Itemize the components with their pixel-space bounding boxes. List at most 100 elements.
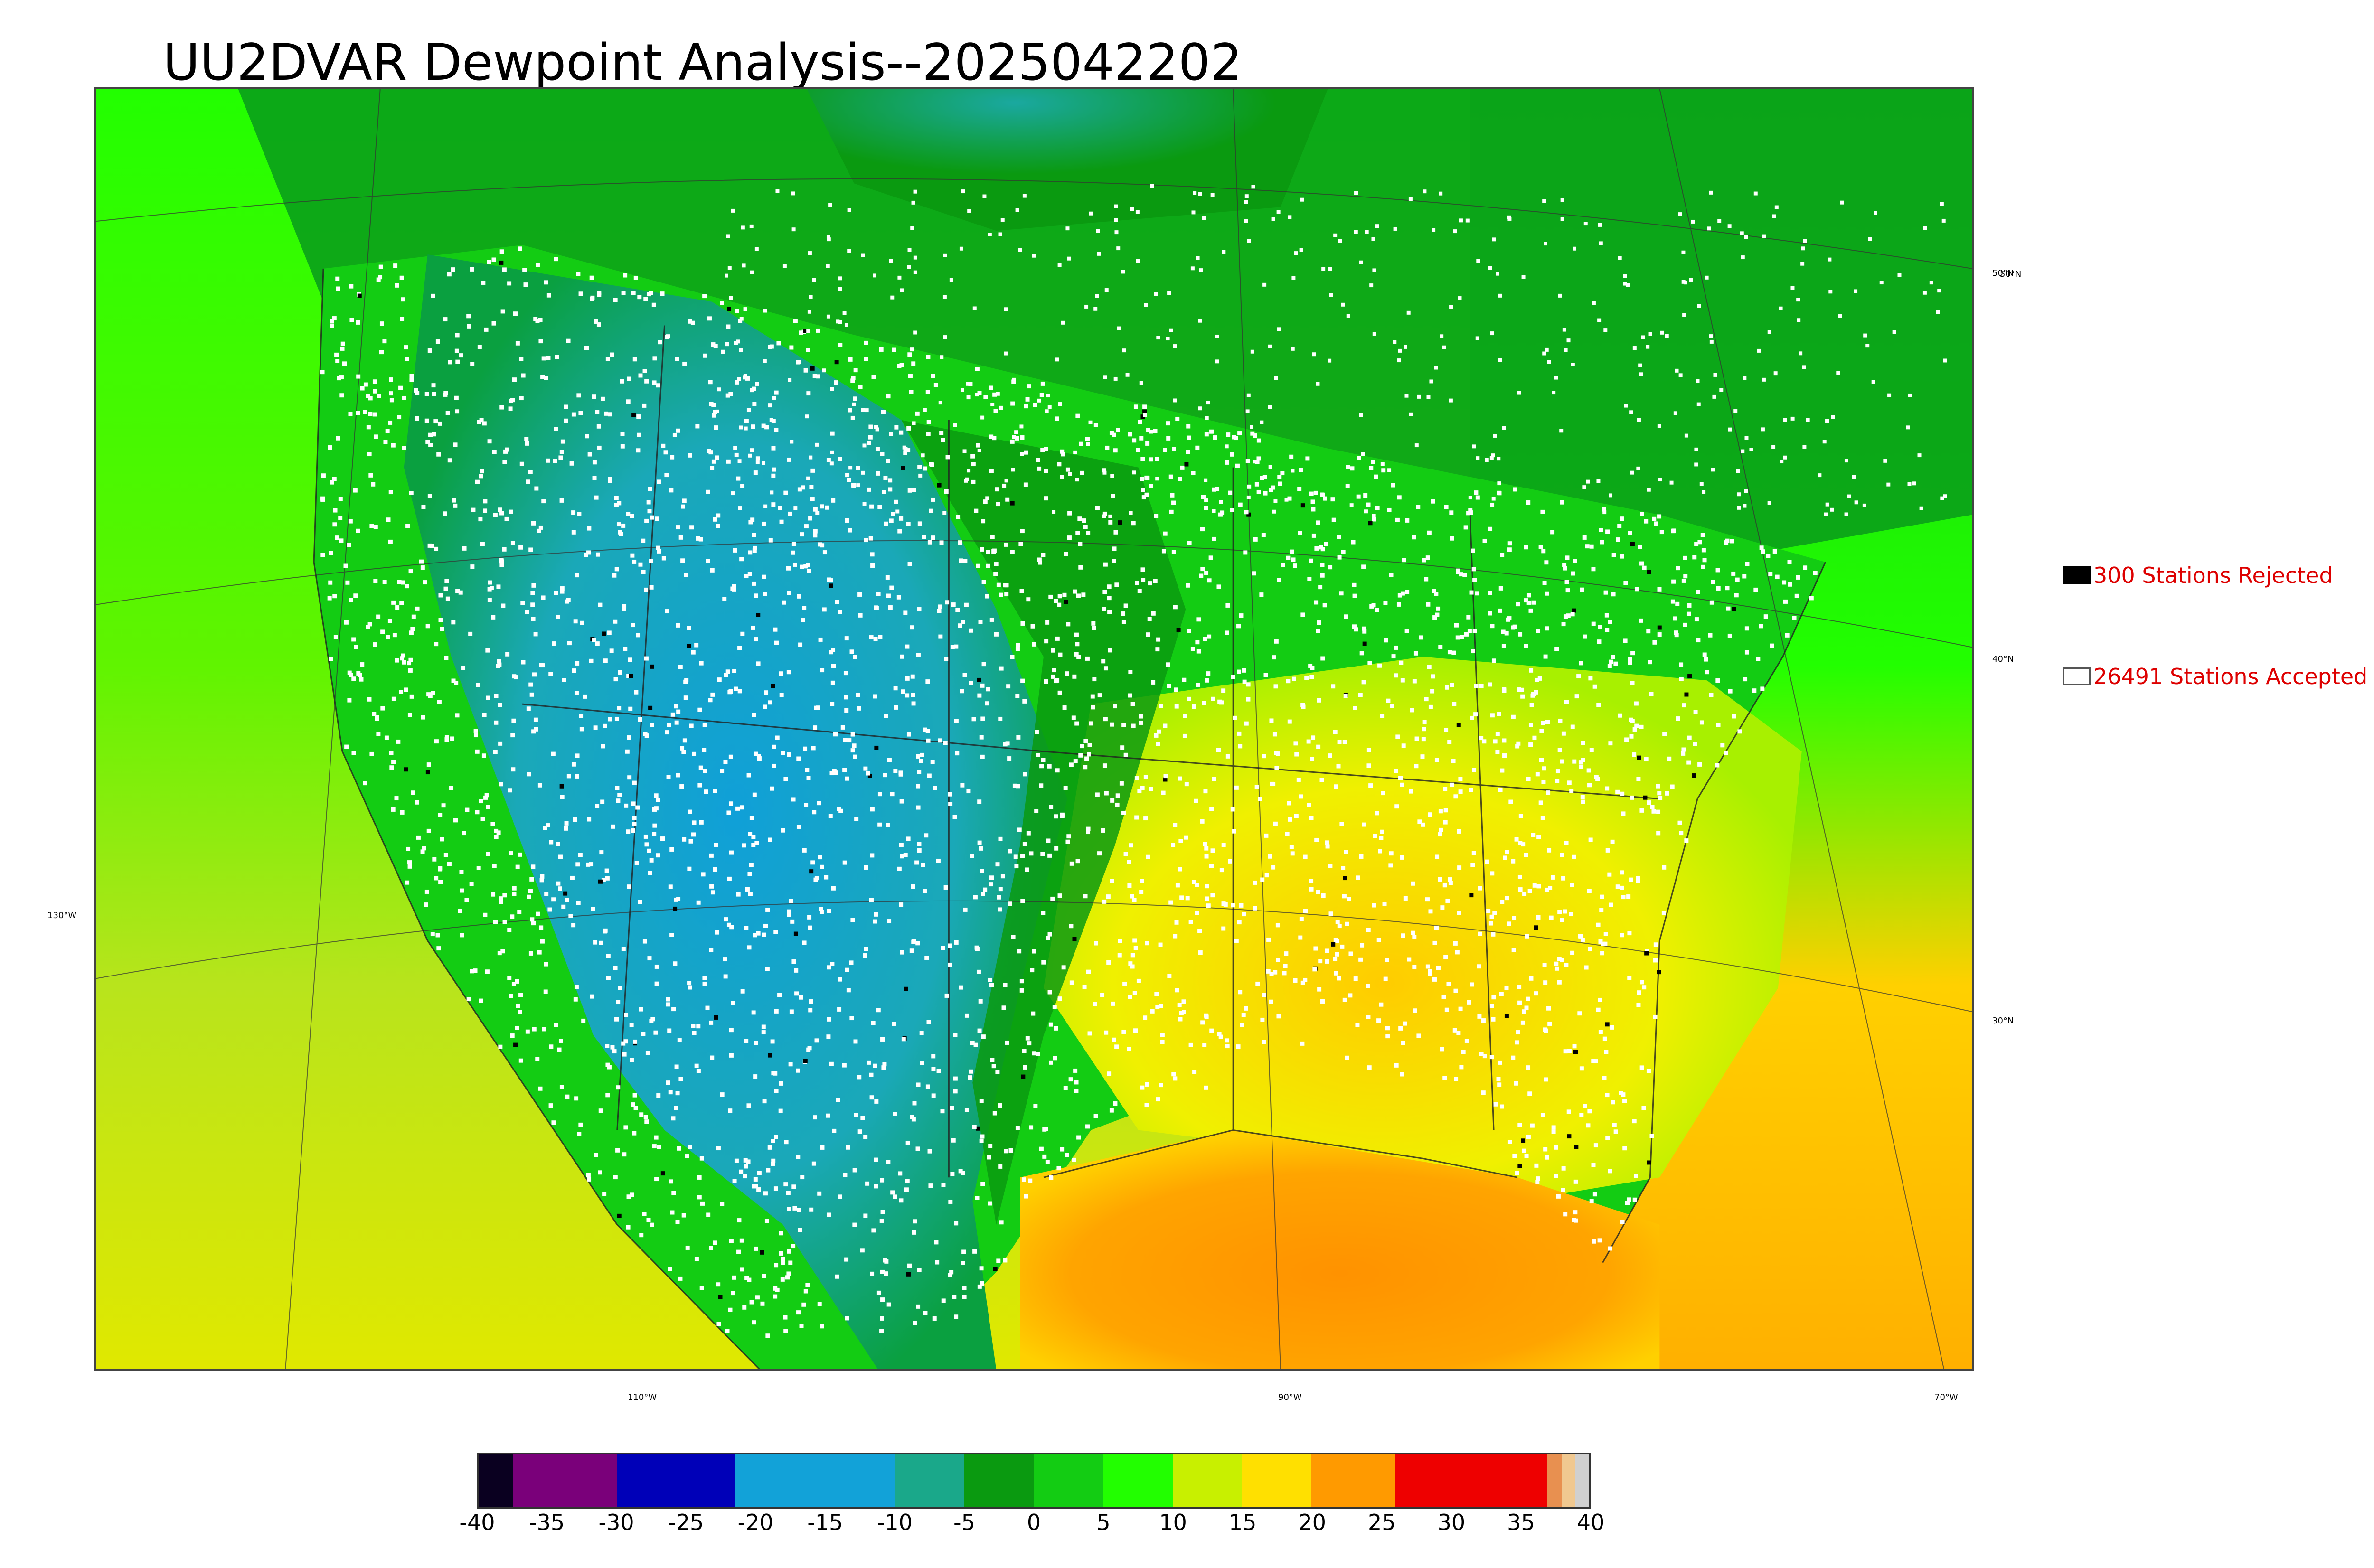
station-dot <box>880 1037 885 1042</box>
station-dot <box>380 706 385 711</box>
station-dot <box>1027 1041 1032 1046</box>
station-dot <box>1087 752 1092 757</box>
station-dot <box>1593 1143 1598 1148</box>
station-dot <box>1632 1119 1637 1124</box>
station-dot <box>1196 617 1201 622</box>
station-dot <box>870 807 875 812</box>
station-dot <box>1478 931 1482 936</box>
station-dot <box>617 706 622 711</box>
station-dot <box>1040 381 1045 386</box>
station-dot <box>1572 759 1577 764</box>
station-dot <box>616 522 621 527</box>
station-dot <box>1421 737 1426 742</box>
station-dot <box>1422 727 1426 732</box>
station-dot <box>801 485 805 490</box>
station-dot <box>889 432 893 436</box>
station-dot <box>571 412 576 417</box>
station-dot <box>644 587 649 592</box>
station-dot <box>1076 655 1081 659</box>
station-dot <box>1320 573 1325 578</box>
station-dot <box>1545 347 1549 352</box>
station-dot <box>641 570 646 574</box>
station-dot <box>1551 1129 1556 1134</box>
station-dot <box>639 1112 644 1117</box>
dewpoint-map[interactable] <box>96 89 1972 1369</box>
station-dot <box>656 853 660 858</box>
station-dot <box>572 668 576 673</box>
station-dot <box>1524 1154 1529 1158</box>
station-dot <box>426 762 431 767</box>
station-dot <box>690 320 695 325</box>
station-dot <box>1566 338 1571 343</box>
station-dot <box>1559 429 1564 433</box>
station-dot <box>1625 1201 1630 1205</box>
station-dot <box>1380 462 1385 466</box>
station-dot <box>668 884 673 889</box>
station-dot <box>1019 988 1024 993</box>
station-dot <box>796 1155 801 1159</box>
station-dot <box>644 518 649 523</box>
station-dot <box>458 590 463 595</box>
station-dot <box>751 835 756 839</box>
station-dot <box>907 248 912 252</box>
station-dot <box>575 661 580 666</box>
station-dot <box>770 1039 775 1044</box>
station-dot <box>1247 239 1251 243</box>
station-dot <box>1166 337 1170 341</box>
station-dot <box>768 345 772 349</box>
station-dot <box>811 746 816 751</box>
station-dot <box>505 652 510 657</box>
station-dot <box>964 1108 969 1112</box>
station-dot <box>736 339 740 344</box>
station-dot <box>713 789 717 793</box>
station-dot <box>518 1010 522 1014</box>
station-dot <box>391 760 396 764</box>
station-dot <box>1073 589 1077 594</box>
map-panel[interactable]: 50°N <box>94 87 2021 1371</box>
station-dot <box>532 672 537 677</box>
station-dot <box>781 751 785 755</box>
station-dot <box>1361 680 1366 685</box>
station-dot <box>702 748 707 752</box>
station-dot <box>837 807 841 811</box>
station-dot <box>721 349 725 354</box>
station-dot <box>1190 647 1195 651</box>
station-dot <box>1187 629 1191 633</box>
station-dot <box>720 301 724 305</box>
station-dot <box>1489 1055 1494 1060</box>
station-dot <box>1366 984 1370 988</box>
station-dot <box>1186 450 1190 454</box>
station-dot <box>1432 977 1437 982</box>
station-dot <box>408 657 413 662</box>
station-dot <box>1425 964 1430 969</box>
station-dot <box>1169 509 1174 514</box>
station-dot <box>1057 602 1062 607</box>
station-dot <box>1371 237 1375 241</box>
station-dot <box>1501 629 1506 634</box>
station-dot <box>684 573 688 577</box>
station-dot <box>1231 675 1235 679</box>
station-dot <box>960 689 964 694</box>
station-dot <box>927 540 932 545</box>
station-dot <box>1117 326 1121 330</box>
station-dot <box>691 832 696 837</box>
station-dot <box>510 733 515 738</box>
station-dot <box>694 1257 699 1261</box>
station-dot <box>724 917 728 922</box>
station-dot <box>332 522 337 527</box>
station-dot <box>852 402 856 406</box>
station-dot <box>1557 957 1562 961</box>
station-dot <box>943 335 947 339</box>
station-dot <box>1605 1136 1610 1140</box>
station-dot <box>884 714 888 718</box>
station-dot <box>1048 594 1053 599</box>
station-dot <box>665 609 669 614</box>
station-dot <box>1196 682 1200 687</box>
station-dot <box>1572 608 1576 613</box>
station-dot <box>670 455 675 460</box>
station-dot <box>639 1233 644 1238</box>
station-dot <box>1246 495 1251 499</box>
station-dot <box>424 392 429 396</box>
station-dot <box>1132 470 1136 475</box>
station-dot <box>1102 470 1107 475</box>
